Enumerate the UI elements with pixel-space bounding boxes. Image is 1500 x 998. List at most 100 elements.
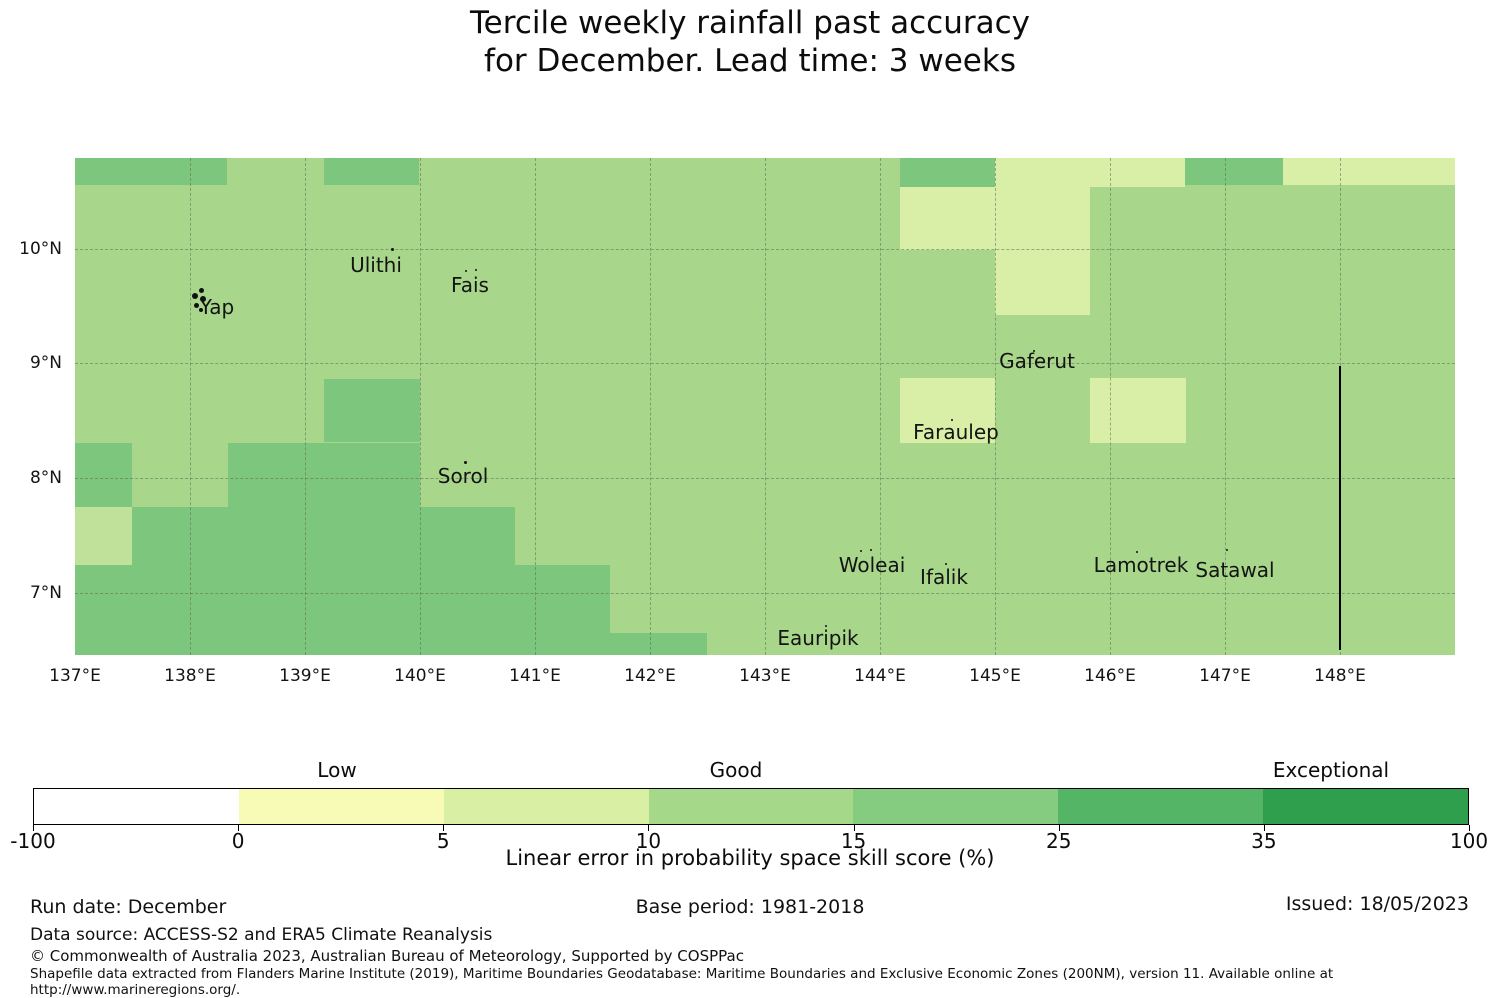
region-skill-5-10 <box>1090 158 1185 187</box>
island-label-eauripik: Eauripik <box>777 626 859 650</box>
chart-title: Tercile weekly rainfall past accuracy fo… <box>0 4 1500 80</box>
colorbar-segment <box>1263 789 1469 824</box>
island-marker-yap <box>199 308 203 312</box>
x-tick-label: 139°E <box>279 666 331 686</box>
x-tick-label: 145°E <box>969 666 1021 686</box>
colorbar-tick-label: 0 <box>231 829 245 853</box>
y-tick-label: 9°N <box>29 353 62 373</box>
region-skill-15-25 <box>1185 158 1283 185</box>
longitude-gridline <box>650 158 651 655</box>
island-marker-ulithi <box>390 247 394 251</box>
longitude-gridline <box>305 158 306 655</box>
footer-data-source: Data source: ACCESS-S2 and ERA5 Climate … <box>30 925 493 945</box>
island-marker-lamotrek <box>1136 551 1138 553</box>
longitude-gridline <box>1225 158 1226 655</box>
island-label-satawal: Satawal <box>1195 558 1275 582</box>
colorbar-class-label-low: Low <box>317 758 357 782</box>
footer-shapefile-attribution: Shapefile data extracted from Flanders M… <box>30 966 1334 998</box>
island-marker-sorol <box>463 460 467 464</box>
longitude-gridline <box>535 158 536 655</box>
latitude-gridline <box>75 478 1455 479</box>
island-label-faraulep: Faraulep <box>913 420 999 444</box>
colorbar-tick-label: 15 <box>840 829 867 853</box>
longitude-gridline <box>880 158 881 655</box>
island-marker-yap <box>198 287 204 293</box>
region-skill-5-10 <box>1283 158 1455 185</box>
region-skill-5-10 <box>900 187 995 250</box>
y-tick-label: 8°N <box>29 468 62 488</box>
x-tick-label: 140°E <box>394 666 446 686</box>
x-tick-label: 144°E <box>854 666 906 686</box>
x-tick-label: 141°E <box>509 666 561 686</box>
colorbar-tick-mark <box>238 825 240 831</box>
colorbar-segment <box>443 789 649 824</box>
region-skill-15-25 <box>75 443 132 507</box>
island-label-fais: Fais <box>451 273 489 297</box>
colorbar-segment <box>648 789 854 824</box>
colorbar-tick-label: 10 <box>635 829 662 853</box>
colorbar-caption: Linear error in probability space skill … <box>505 846 995 870</box>
longitude-gridline <box>190 158 191 655</box>
island-marker-yap <box>192 293 198 299</box>
footer-copyright: © Commonwealth of Australia 2023, Austra… <box>30 947 744 965</box>
island-label-yap: Yap <box>199 295 235 319</box>
x-tick-label: 137°E <box>49 666 101 686</box>
colorbar-tick-label: 25 <box>1045 829 1072 853</box>
region-skill-5-10 <box>900 378 995 443</box>
island-marker-gaferut <box>1033 350 1035 352</box>
x-tick-label: 142°E <box>624 666 676 686</box>
colorbar-tick-label: 35 <box>1251 829 1277 853</box>
colorbar-tick-mark <box>443 825 445 831</box>
island-marker-faraulep <box>951 419 953 421</box>
longitude-gridline <box>995 158 996 655</box>
region-skill-light <box>75 507 132 565</box>
colorbar-segment <box>238 789 444 824</box>
island-marker-yap <box>193 302 199 308</box>
y-tick-label: 7°N <box>29 583 62 603</box>
longitude-gridline <box>1110 158 1111 655</box>
colorbar-segment <box>853 789 1059 824</box>
island-marker-woleai <box>870 549 872 551</box>
island-label-sorol: Sorol <box>437 464 489 488</box>
colorbar <box>33 788 1469 825</box>
colorbar-tick-label: -100 <box>10 829 56 853</box>
island-marker-fais <box>465 270 467 272</box>
island-marker-ifalik <box>945 563 947 565</box>
footer-base-period: Base period: 1981-2018 <box>635 896 865 918</box>
colorbar-class-label-good: Good <box>709 758 763 782</box>
colorbar-tick-mark <box>1058 825 1060 831</box>
x-tick-label: 146°E <box>1084 666 1136 686</box>
latitude-gridline <box>75 593 1455 594</box>
colorbar-tick-mark <box>853 825 855 831</box>
island-marker-yap <box>200 296 206 302</box>
x-tick-label: 147°E <box>1199 666 1251 686</box>
colorbar-segment <box>34 789 239 824</box>
colorbar-class-label-exceptional: Exceptional <box>1272 758 1390 782</box>
region-skill-15-25 <box>324 158 419 185</box>
rainfall-accuracy-map: Yap Ulithi Fais Sorol Gaferut Faraulep Woleai I… <box>75 158 1455 655</box>
x-tick-label: 148°E <box>1314 666 1366 686</box>
colorbar-tick-label: 5 <box>436 829 450 853</box>
colorbar-segment <box>1058 789 1264 824</box>
chart-title-line1: Tercile weekly rainfall past accuracy <box>470 5 1030 41</box>
x-tick-label: 138°E <box>164 666 216 686</box>
island-label-lamotrek: Lamotrek <box>1093 553 1189 577</box>
footer-run-date: Run date: December <box>30 896 227 918</box>
x-tick-label: 143°E <box>739 666 791 686</box>
island-marker-woleai <box>860 550 862 552</box>
island-marker-eauripik <box>825 625 827 627</box>
island-label-woleai: Woleai <box>838 553 906 577</box>
longitude-gridline <box>765 158 766 655</box>
y-tick-label: 10°N <box>19 239 62 259</box>
colorbar-tick-mark <box>1263 825 1265 831</box>
region-skill-15-25 <box>75 565 610 633</box>
region-skill-5-10 <box>995 158 1090 315</box>
island-marker-fais <box>475 269 477 271</box>
eez-boundary-line <box>1339 366 1341 650</box>
region-skill-15-25 <box>900 158 995 187</box>
region-skill-15-25 <box>75 158 227 185</box>
colorbar-tick-label: 100 <box>1449 829 1489 853</box>
latitude-gridline <box>75 363 1455 364</box>
island-label-ifalik: Ifalik <box>920 565 968 589</box>
footer-issued-date: Issued: 18/05/2023 <box>1285 893 1469 915</box>
